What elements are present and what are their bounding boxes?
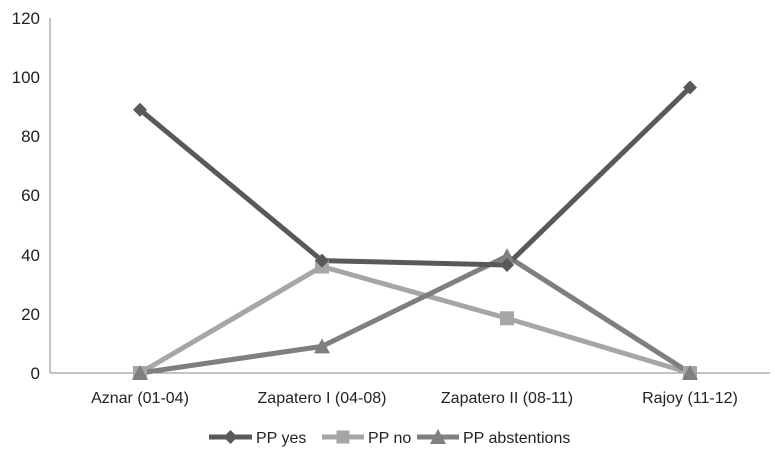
data-point-pp-abstentions (132, 365, 148, 380)
legend-diamond-marker (223, 430, 238, 444)
x-tick-label: Rajoy (11-12) (642, 390, 738, 407)
y-tick-label: 20 (21, 305, 40, 324)
data-point-pp-no (500, 311, 514, 326)
legend-square-marker (336, 430, 350, 444)
data-point-pp-yes (133, 102, 147, 117)
legend-label-pp-yes: PP yes (256, 430, 306, 447)
x-tick-label: Zapatero II (08-11) (441, 390, 573, 407)
legend-label-pp-no: PP no (368, 430, 411, 447)
y-tick-label: 80 (21, 127, 40, 146)
y-tick-label: 120 (12, 9, 40, 28)
y-tick-label: 100 (12, 68, 40, 87)
y-tick-label: 40 (21, 246, 40, 265)
y-tick-labels: 0 20 40 60 80 100 120 (12, 9, 40, 383)
legend-item-pp-yes: PP yes (209, 430, 306, 447)
series-line-pp-no (138, 264, 691, 376)
series-line-pp-abstentions (139, 253, 692, 376)
data-point-pp-yes (315, 253, 329, 268)
y-tick-label: 60 (21, 186, 40, 205)
data-point-pp-abstentions (682, 365, 698, 380)
data-point-pp-abstentions (499, 248, 515, 264)
x-tick-labels: Aznar (01-04) Zapatero I (04-08) Zapater… (91, 390, 738, 407)
legend-item-pp-no: PP no (322, 430, 411, 447)
data-point-pp-abstentions (314, 338, 330, 354)
legend-item-pp-abstentions: PP abstentions (417, 429, 570, 447)
legend: PP yes PP no PP abstentions (209, 429, 570, 447)
series-layer (132, 80, 698, 380)
y-tick-label: 0 (31, 364, 40, 383)
data-point-pp-yes (500, 258, 514, 273)
legend-triangle-marker (430, 429, 446, 444)
series-line-pp-yes (138, 85, 692, 268)
x-tick-label: Zapatero I (04-08) (258, 390, 387, 407)
data-point-pp-yes (683, 80, 697, 95)
x-tick-label: Aznar (01-04) (91, 390, 189, 407)
legend-label-pp-abstentions: PP abstentions (463, 430, 570, 447)
